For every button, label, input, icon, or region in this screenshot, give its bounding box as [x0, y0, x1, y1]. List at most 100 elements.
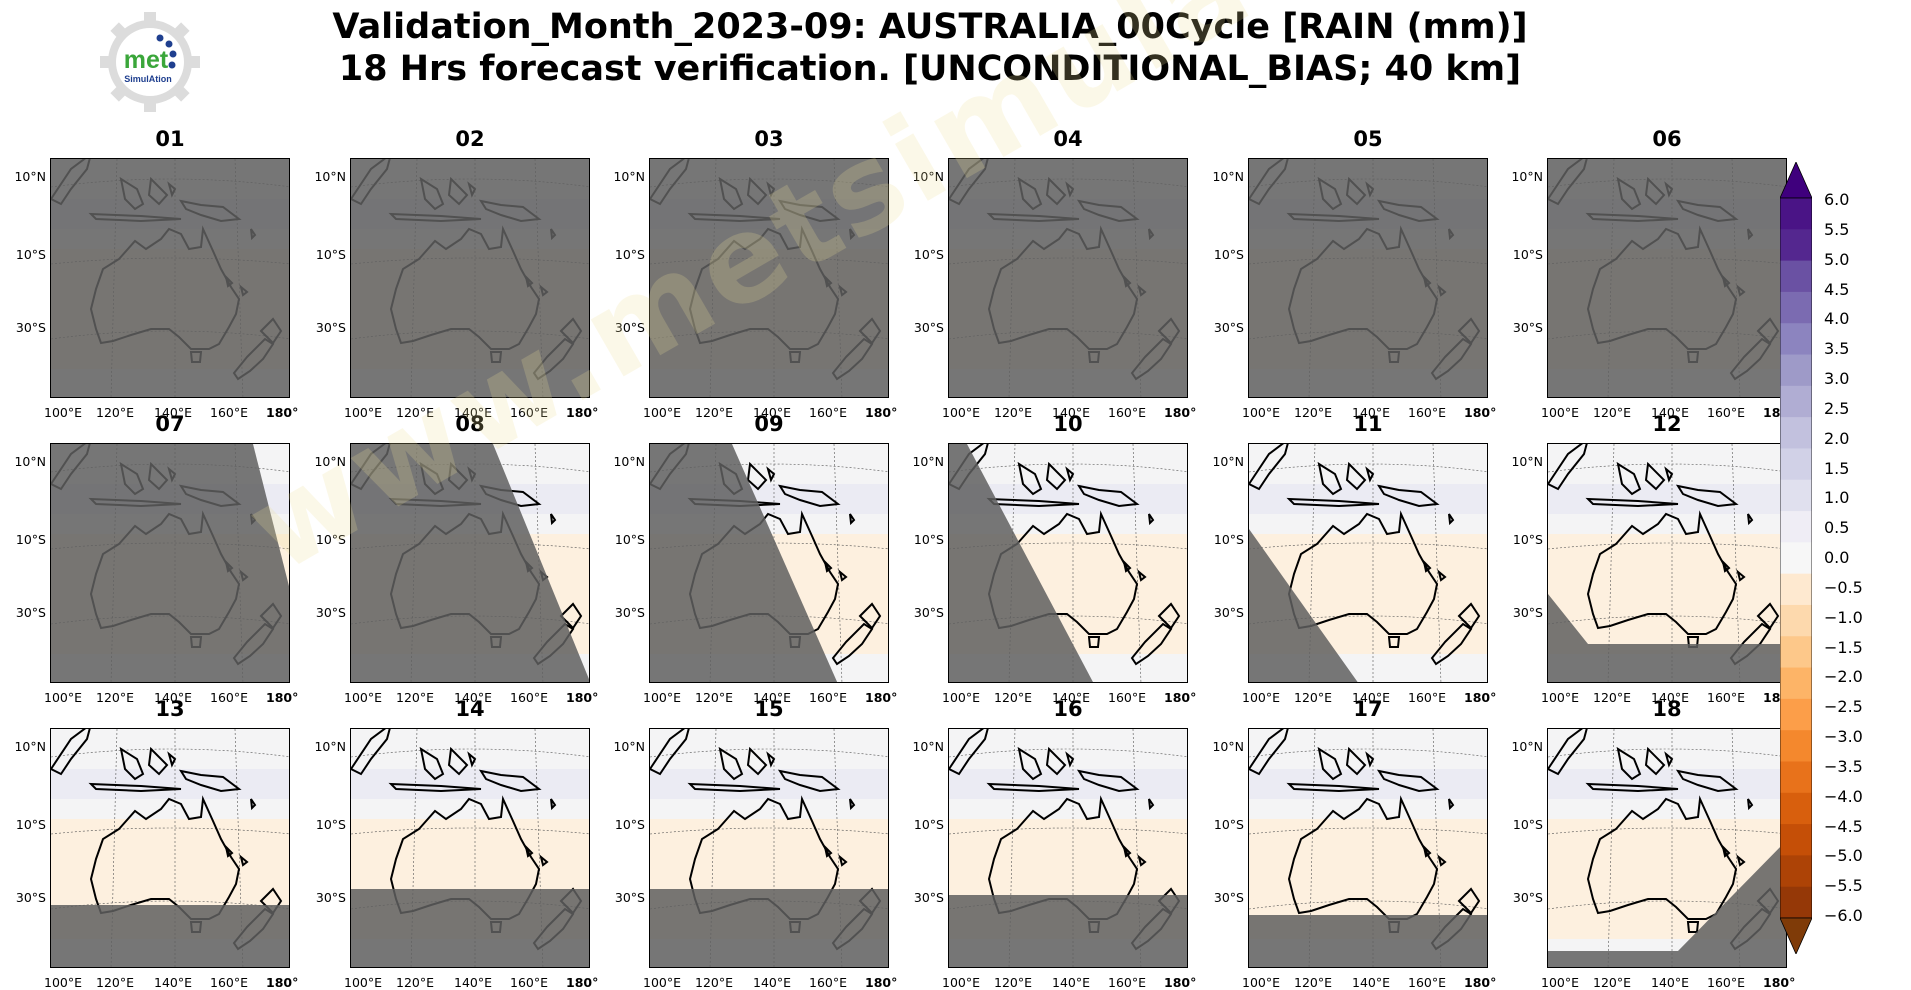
lon-label: 100°E: [44, 975, 83, 990]
map-panel-18: 18 10°N: [1511, 697, 1795, 990]
lon-label: 160°E: [510, 405, 549, 420]
map-panel-17: 17 10°N: [1212, 697, 1496, 990]
lat-label: 10°N: [314, 454, 346, 469]
lon-label: 120°E: [1294, 690, 1333, 705]
colorbar-tick-label: 3.5: [1824, 339, 1850, 359]
lon-label: 160°E: [210, 975, 249, 990]
lon-label: 140°E: [1651, 405, 1690, 420]
lat-label: 30°S: [315, 605, 346, 620]
lon-label: 120°E: [695, 405, 734, 420]
panel-title: 12: [1652, 412, 1682, 436]
lon-label: 180°: [1464, 690, 1497, 705]
colorbar-block: [1780, 198, 1812, 230]
lon-label: 160°E: [510, 975, 549, 990]
map-panel-05: 05 10°N: [1212, 127, 1496, 420]
panel-title: 13: [155, 697, 185, 721]
lon-label: 160°E: [1108, 975, 1147, 990]
lon-label: 140°E: [1651, 975, 1690, 990]
lon-label: 180°: [865, 405, 898, 420]
lon-label: 100°E: [643, 405, 682, 420]
lat-label: 30°S: [614, 605, 645, 620]
lon-label: 160°E: [809, 690, 848, 705]
map-area: [1248, 158, 1488, 398]
colorbar-block: [1780, 260, 1812, 293]
map-panel-11: 11 10°N: [1212, 412, 1496, 705]
lon-label: 140°E: [753, 975, 792, 990]
lat-label: 30°S: [15, 320, 46, 335]
map-area: [1248, 728, 1488, 968]
lon-label: 160°E: [1707, 975, 1746, 990]
panel-title: 03: [754, 127, 784, 151]
lon-label: 180°: [266, 690, 299, 705]
lon-label: 140°E: [154, 975, 193, 990]
lon-label: 120°E: [96, 690, 135, 705]
colorbar-block: [1780, 730, 1812, 762]
lon-label: 120°E: [1294, 405, 1333, 420]
map-area: [649, 158, 889, 398]
colorbar-block: [1780, 636, 1812, 669]
lat-label: 10°S: [1213, 532, 1244, 547]
lon-label: 100°E: [643, 975, 682, 990]
map-panel-15: 15 10°N: [613, 697, 897, 990]
lon-label: 180°: [566, 690, 599, 705]
lon-label: 140°E: [454, 405, 493, 420]
map-panel-04: 04 10°N: [912, 127, 1196, 420]
colorbar-over-triangle: [1780, 162, 1812, 199]
lon-label: 140°E: [1052, 690, 1091, 705]
map-panel-14: 14 10°N: [314, 697, 598, 990]
map-area: [50, 443, 290, 683]
map-panel-10: 10 10°N: [912, 412, 1196, 705]
map-panel-07: 07 10°N: [14, 412, 298, 705]
lon-label: 160°E: [809, 405, 848, 420]
lon-label: 180°: [566, 975, 599, 990]
lat-label: 30°S: [1512, 890, 1543, 905]
colorbar-block: [1780, 792, 1812, 825]
lon-label: 180°: [865, 690, 898, 705]
lon-label: 120°E: [695, 690, 734, 705]
lat-label: 10°S: [913, 247, 944, 262]
lon-label: 100°E: [1541, 690, 1580, 705]
lon-label: 160°E: [210, 690, 249, 705]
lon-label: 140°E: [1352, 405, 1391, 420]
panel-title: 17: [1353, 697, 1383, 721]
lat-label: 30°S: [315, 890, 346, 905]
figure-title: Validation_Month_2023-09: AUSTRALIA_00Cy…: [230, 6, 1630, 90]
lon-label: 180°: [566, 405, 599, 420]
colorbar-tick-label: 1.5: [1824, 458, 1850, 478]
lon-label: 100°E: [344, 975, 383, 990]
lon-label: 120°E: [396, 690, 435, 705]
lat-label: 30°S: [614, 890, 645, 905]
panel-title: 11: [1353, 412, 1383, 436]
lat-label: 10°N: [1212, 454, 1244, 469]
lon-label: 120°E: [396, 975, 435, 990]
lat-label: 30°S: [1512, 605, 1543, 620]
lat-label: 10°S: [913, 532, 944, 547]
lon-label: 100°E: [1541, 975, 1580, 990]
lon-label: 140°E: [154, 690, 193, 705]
colorbar-block: [1780, 479, 1812, 512]
lat-label: 10°S: [913, 817, 944, 832]
lon-label: 100°E: [344, 405, 383, 420]
lat-label: 10°S: [1512, 817, 1543, 832]
logo-text: met: [124, 46, 169, 74]
map-panel-08: 08 10°N: [314, 412, 598, 705]
colorbar-block: [1780, 229, 1812, 262]
lat-label: 30°S: [315, 320, 346, 335]
lon-label: 100°E: [1242, 405, 1281, 420]
lon-label: 160°E: [1707, 690, 1746, 705]
colorbar-tick-label: 4.5: [1824, 279, 1850, 299]
lat-label: 10°S: [315, 532, 346, 547]
colorbar-block: [1780, 448, 1812, 481]
lat-label: 10°S: [1213, 247, 1244, 262]
map-area: [948, 443, 1188, 683]
map-panel-09: 09 10°N: [613, 412, 897, 705]
map-area: [1248, 443, 1488, 683]
map-panel-02: 02 10°N: [314, 127, 598, 420]
lat-label: 30°S: [913, 320, 944, 335]
lon-label: 140°E: [753, 690, 792, 705]
lat-label: 10°N: [1511, 739, 1543, 754]
lon-label: 140°E: [154, 405, 193, 420]
map-panel-06: 06 10°N: [1511, 127, 1795, 420]
lat-label: 10°N: [314, 739, 346, 754]
panel-title: 16: [1053, 697, 1083, 721]
